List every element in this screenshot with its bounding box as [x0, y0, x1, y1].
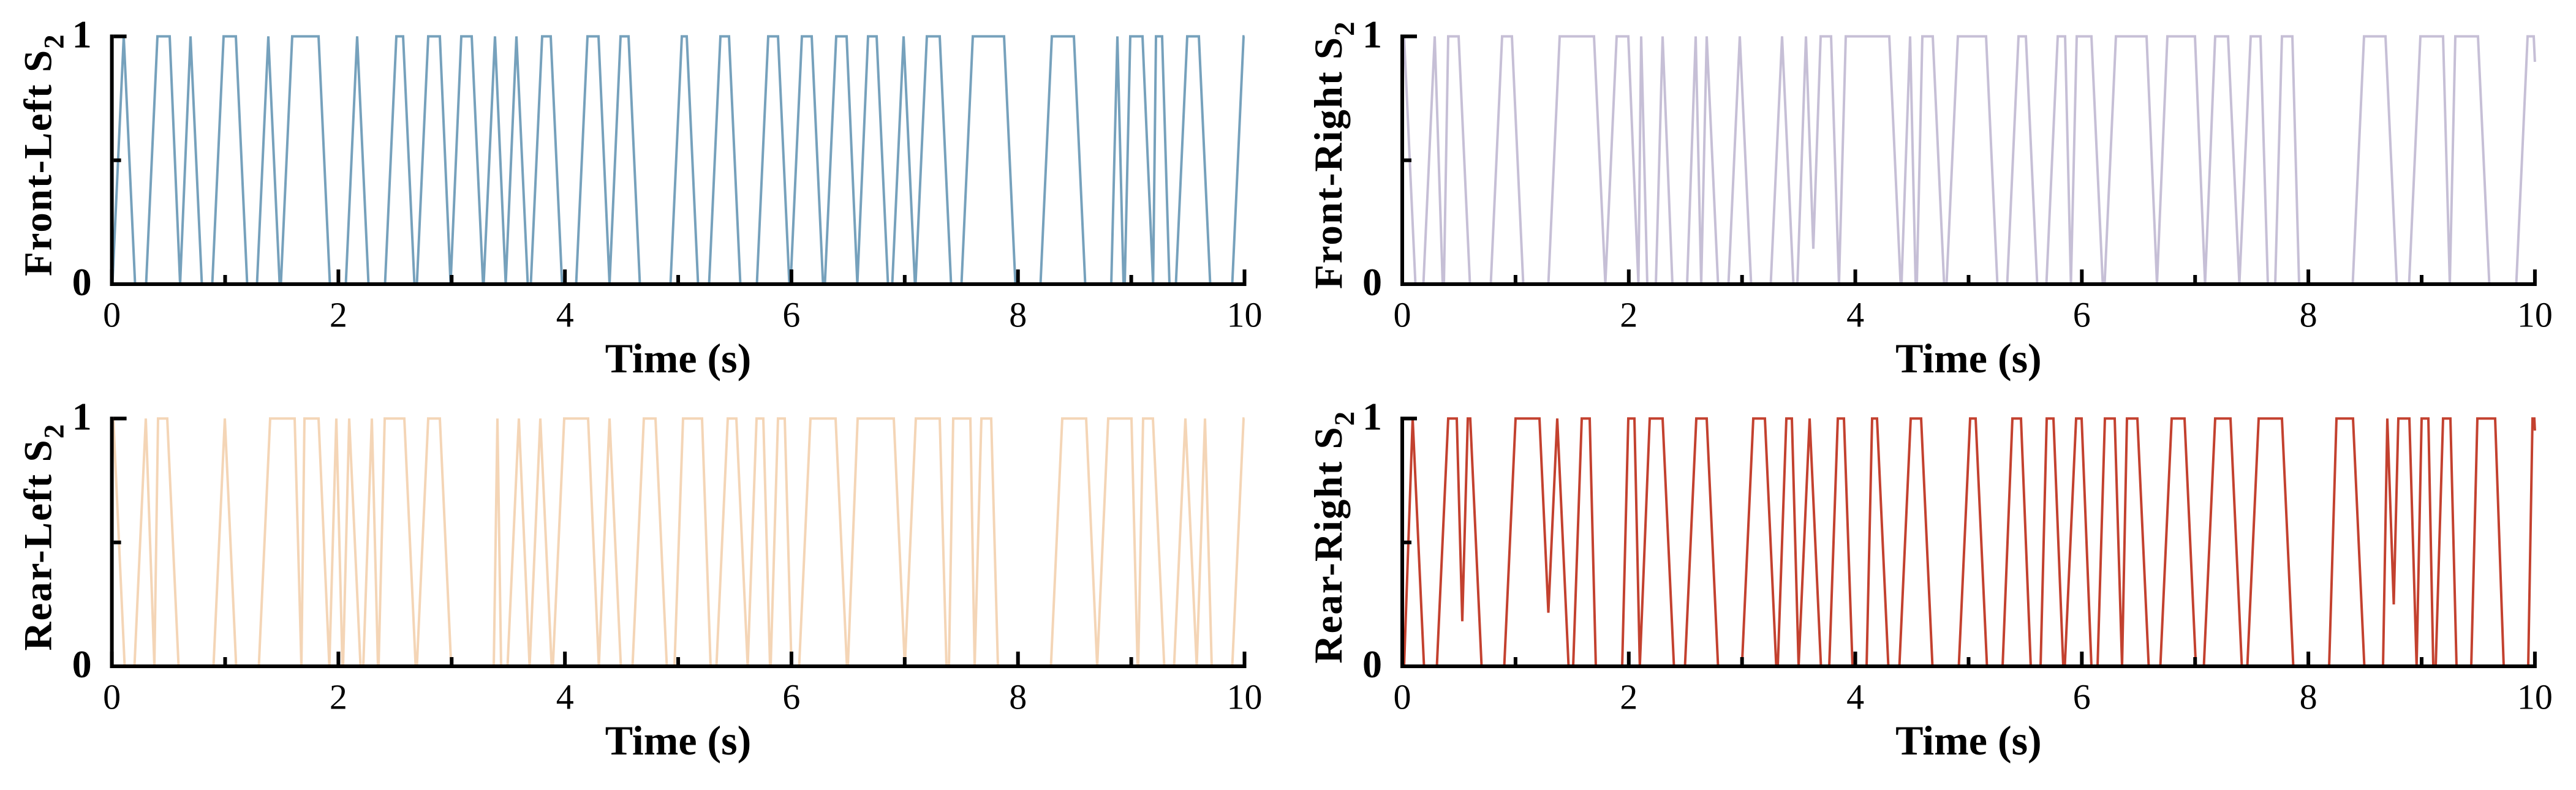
svg-text:1: 1	[1362, 12, 1382, 56]
svg-text:0: 0	[103, 295, 121, 335]
svg-text:0: 0	[1362, 260, 1382, 304]
svg-text:Time (s): Time (s)	[605, 335, 752, 382]
svg-text:4: 4	[556, 677, 574, 717]
svg-text:6: 6	[2073, 295, 2091, 335]
svg-text:2: 2	[330, 295, 347, 335]
svg-text:1: 1	[72, 12, 92, 56]
svg-text:0: 0	[72, 642, 92, 686]
svg-text:0: 0	[1394, 295, 1411, 335]
svg-text:0: 0	[1362, 642, 1382, 686]
svg-text:10: 10	[2517, 677, 2553, 717]
svg-text:2: 2	[330, 677, 347, 717]
svg-text:8: 8	[2300, 677, 2317, 717]
svg-text:6: 6	[782, 677, 800, 717]
svg-text:8: 8	[1009, 295, 1027, 335]
svg-text:Time (s): Time (s)	[1895, 717, 2042, 764]
svg-text:10: 10	[2517, 295, 2553, 335]
svg-text:2: 2	[1620, 295, 1637, 335]
svg-text:10: 10	[1227, 295, 1263, 335]
svg-text:0: 0	[103, 677, 121, 717]
svg-text:0: 0	[72, 260, 92, 304]
svg-text:4: 4	[1846, 677, 1864, 717]
svg-text:4: 4	[556, 295, 574, 335]
svg-text:2: 2	[1620, 677, 1637, 717]
svg-text:Time (s): Time (s)	[605, 717, 752, 764]
svg-text:6: 6	[782, 295, 800, 335]
svg-text:8: 8	[2300, 295, 2317, 335]
svg-text:0: 0	[1394, 677, 1411, 717]
svg-text:1: 1	[1362, 394, 1382, 438]
svg-text:4: 4	[1846, 295, 1864, 335]
svg-text:8: 8	[1009, 677, 1027, 717]
svg-text:10: 10	[1227, 677, 1263, 717]
svg-text:6: 6	[2073, 677, 2091, 717]
svg-text:1: 1	[72, 394, 92, 438]
svg-text:Time (s): Time (s)	[1895, 335, 2042, 382]
